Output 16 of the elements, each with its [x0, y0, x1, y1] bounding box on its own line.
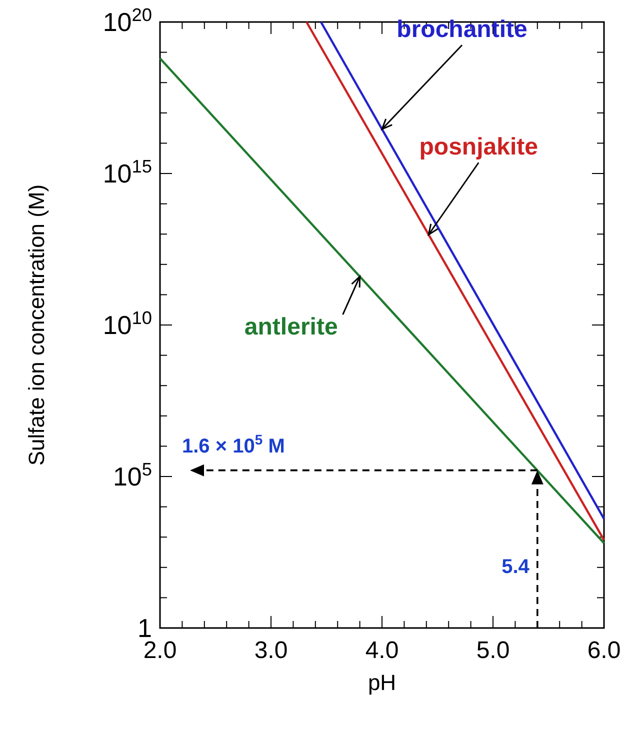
- y-tick-label: 10$^{15}$: [102, 156, 152, 188]
- series-label: antlerite: [244, 314, 338, 341]
- y-axis-title: Sulfate ion concentration (M): [24, 184, 49, 466]
- x-tick-label: 3.0: [254, 637, 288, 664]
- annotation: 1.6 × 10$^{5}$ M: [182, 431, 285, 458]
- x-tick-label: 4.0: [365, 637, 399, 664]
- annotation: 5.4: [502, 556, 530, 578]
- x-tick-label: 2.0: [143, 637, 177, 664]
- y-tick-label: 10$^{20}$: [102, 5, 152, 37]
- y-tick-label: 10$^{10}$: [102, 308, 152, 340]
- y-tick-label: 10$^{5}$: [112, 460, 152, 492]
- text: brochantite: [396, 16, 528, 44]
- x-tick-label: 5.0: [476, 637, 510, 664]
- x-axis-title: pH: [368, 670, 396, 695]
- series-label: posnjakite: [419, 134, 538, 161]
- x-tick-label: 6.0: [587, 637, 621, 664]
